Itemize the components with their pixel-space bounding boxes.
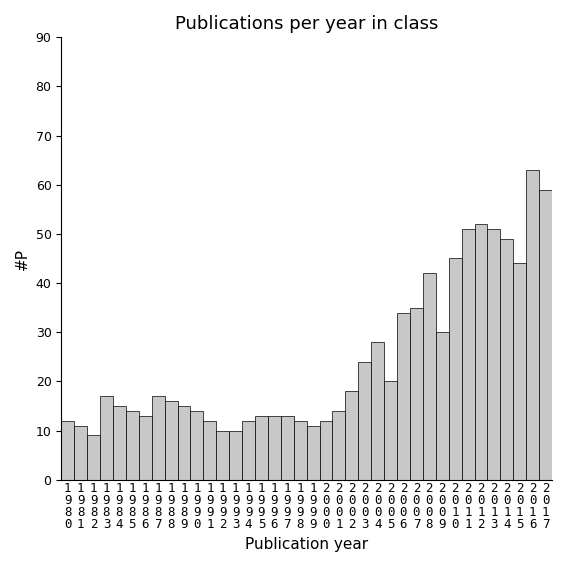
Bar <box>436 332 448 480</box>
Bar <box>229 430 242 480</box>
Bar <box>139 416 152 480</box>
Bar <box>307 426 320 480</box>
Bar <box>384 382 397 480</box>
Bar <box>268 416 281 480</box>
Bar <box>462 229 475 480</box>
Bar <box>177 406 191 480</box>
Bar <box>423 273 436 480</box>
Bar <box>242 421 255 480</box>
Bar <box>294 421 307 480</box>
Bar <box>513 264 526 480</box>
Bar <box>397 312 410 480</box>
Bar <box>113 406 126 480</box>
Bar <box>74 426 87 480</box>
Bar <box>320 421 332 480</box>
Bar <box>100 396 113 480</box>
Bar <box>61 421 74 480</box>
Bar <box>475 224 488 480</box>
Bar <box>539 190 552 480</box>
Bar <box>332 411 345 480</box>
X-axis label: Publication year: Publication year <box>245 537 368 552</box>
Bar <box>191 411 204 480</box>
Bar <box>410 308 423 480</box>
Bar <box>281 416 294 480</box>
Bar <box>255 416 268 480</box>
Bar <box>371 342 384 480</box>
Bar <box>216 430 229 480</box>
Bar <box>448 259 462 480</box>
Bar <box>126 411 139 480</box>
Bar <box>526 170 539 480</box>
Bar <box>500 239 513 480</box>
Bar <box>345 391 358 480</box>
Bar <box>204 421 216 480</box>
Bar <box>152 396 164 480</box>
Y-axis label: #P: #P <box>15 248 30 269</box>
Title: Publications per year in class: Publications per year in class <box>175 15 438 33</box>
Bar <box>488 229 500 480</box>
Bar <box>164 401 177 480</box>
Bar <box>87 435 100 480</box>
Bar <box>358 362 371 480</box>
